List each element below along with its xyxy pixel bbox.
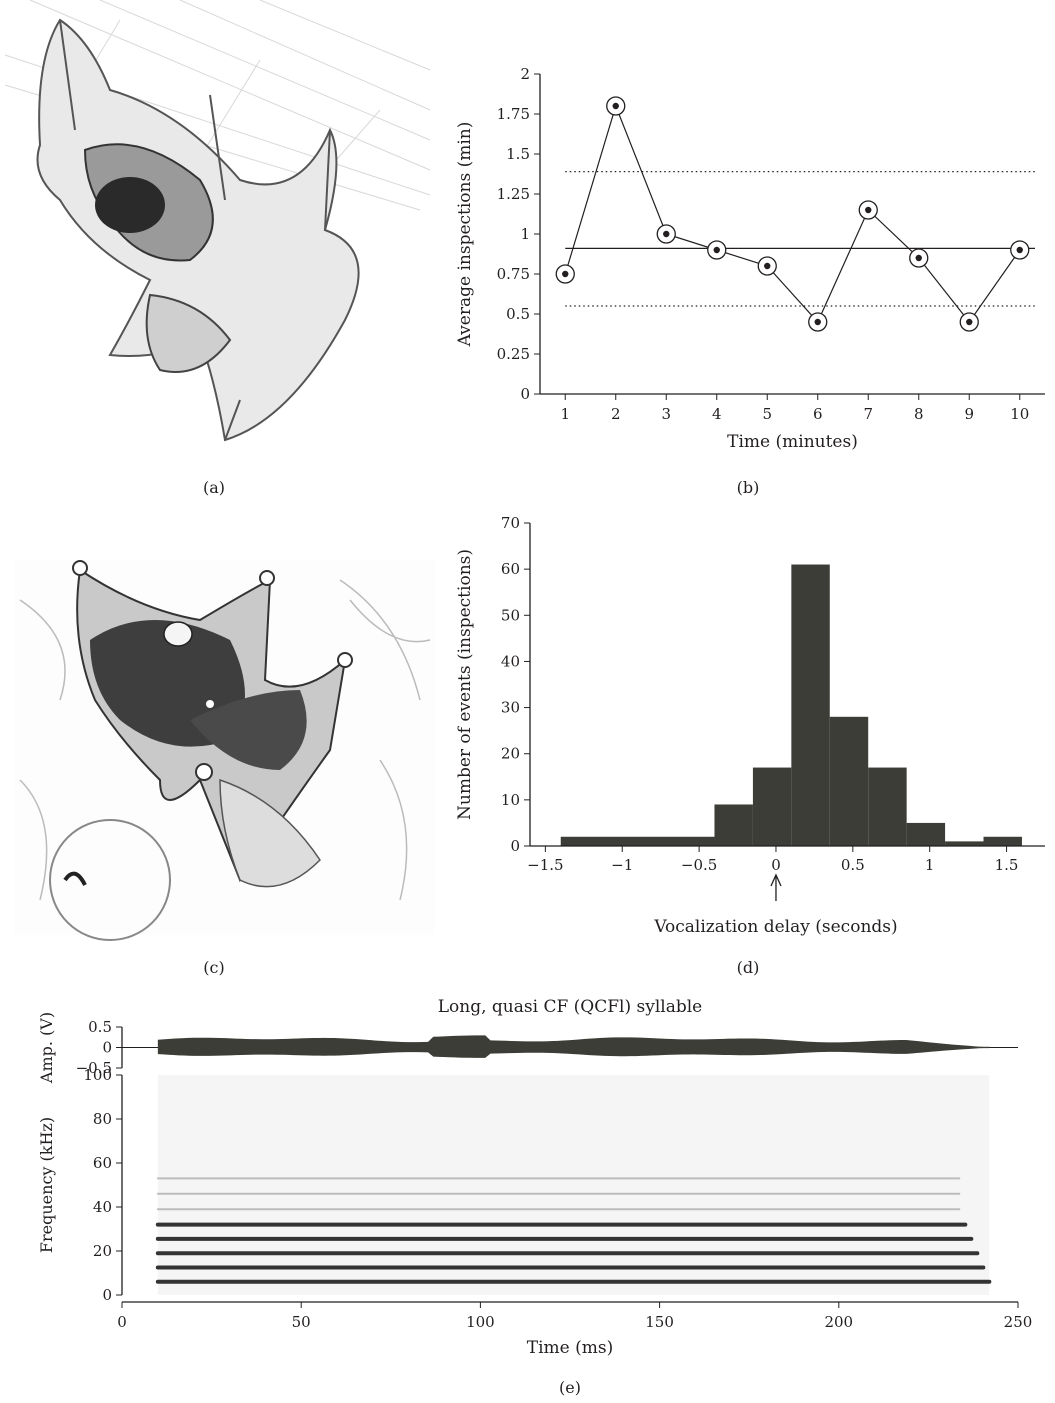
histogram-bar — [752, 767, 792, 846]
y-tick-label: 1.5 — [506, 145, 530, 163]
data-point — [713, 246, 720, 254]
freq-y-tick-label: 40 — [93, 1198, 112, 1216]
x-tick-label: 10 — [1010, 405, 1029, 423]
data-line — [564, 104, 1021, 324]
y-tick-label: 0.5 — [506, 305, 530, 323]
y-tick-label: 0.25 — [497, 345, 530, 363]
x-tick-label: 4 — [712, 405, 722, 423]
data-point — [764, 262, 771, 270]
x-tick-label: −1.5 — [527, 856, 563, 874]
spectrogram-background — [157, 1075, 990, 1295]
x-tick-label: 1.5 — [995, 856, 1019, 874]
y-axis-label: Average inspections (min) — [455, 122, 475, 348]
data-point — [612, 102, 619, 110]
x-tick-label: −0.5 — [681, 856, 717, 874]
chart-title: Long, quasi CF (QCFl) syllable — [438, 997, 702, 1017]
amplitude-waveform — [157, 1035, 990, 1058]
panel-label-b: (b) — [736, 478, 760, 497]
y-tick-label: 0.75 — [497, 265, 530, 283]
freq-y-tick-label: 0 — [102, 1286, 112, 1304]
time-x-tick-label: 50 — [292, 1313, 311, 1331]
x-tick-label: 0 — [771, 856, 781, 874]
y-tick-label: 40 — [501, 652, 520, 670]
syllable-spectrogram: Long, quasi CF (QCFl) syllable 0.5 0 −0.5 Am… — [37, 997, 1032, 1358]
x-tick-label: 1 — [925, 856, 935, 874]
data-point — [1016, 246, 1023, 254]
x-tick-label: 3 — [661, 405, 671, 423]
panel-label-d: (d) — [736, 958, 760, 977]
histogram-bar — [906, 822, 946, 846]
freq-y-tick-label: 20 — [93, 1242, 112, 1260]
amp-y-axis-label: Amp. (V) — [37, 1012, 56, 1084]
y-axis-label: Number of events (inspections) — [455, 549, 475, 820]
amp-y-tick-label: 0.5 — [88, 1018, 112, 1036]
time-x-tick-label: 200 — [824, 1313, 853, 1331]
freq-y-axis-label: Frequency (kHz) — [37, 1117, 56, 1253]
time-x-tick-label: 100 — [466, 1313, 495, 1331]
bat-illustration-a — [4, 0, 431, 442]
freq-y-tick-label: 60 — [93, 1154, 112, 1172]
y-tick-label: 0 — [510, 837, 520, 855]
y-tick-label: 1.75 — [497, 105, 530, 123]
zero-arrow-head — [770, 873, 782, 887]
amp-y-tick-label: 0 — [102, 1039, 112, 1057]
panel-label-e: (e) — [559, 1378, 581, 1397]
y-tick-label: 0 — [520, 385, 530, 403]
y-tick-label: 10 — [501, 791, 520, 809]
time-x-tick-label: 150 — [645, 1313, 674, 1331]
y-tick-label: 50 — [501, 606, 520, 624]
y-tick-label: 60 — [501, 560, 520, 578]
x-axis-label: Vocalization delay (seconds) — [653, 917, 897, 937]
y-tick-label: 1 — [520, 225, 530, 243]
histogram-bar — [945, 841, 984, 846]
freq-y-tick-label: 80 — [93, 1110, 112, 1128]
histogram-bar — [791, 564, 830, 846]
y-tick-label: 70 — [501, 514, 520, 532]
time-x-tick-label: 250 — [1004, 1313, 1033, 1331]
data-point — [663, 230, 670, 238]
x-axis-label: Time (minutes) — [727, 432, 858, 452]
histogram-bar — [560, 836, 715, 846]
inspections-line-chart: 0 0.25 0.5 0.75 1 1.25 1.5 1.75 2 1 2 3 4 5 6 7 8 9 10 Time… — [455, 65, 1045, 452]
x-tick-label: 7 — [863, 405, 873, 423]
data-point — [562, 270, 569, 278]
x-axis-label: Time (ms) — [527, 1338, 613, 1358]
histogram-bar — [868, 767, 907, 846]
time-x-tick-label: 0 — [117, 1313, 127, 1331]
x-tick-label: 9 — [964, 405, 974, 423]
data-point — [814, 318, 821, 326]
y-tick-label: 20 — [501, 745, 520, 763]
freq-y-tick-label: 100 — [83, 1066, 112, 1084]
x-tick-label: 8 — [914, 405, 924, 423]
amp-y-tick-label: −0.5 — [76, 1059, 112, 1077]
y-tick-label: 1.25 — [497, 185, 530, 203]
data-point — [915, 254, 922, 262]
x-tick-label: 5 — [762, 405, 772, 423]
x-tick-label: −1 — [611, 856, 633, 874]
x-tick-label: 1 — [560, 405, 570, 423]
x-tick-label: 2 — [611, 405, 621, 423]
histogram-bar — [714, 804, 753, 846]
histogram-bar — [983, 836, 1022, 846]
vocalization-delay-histogram: 0 10 20 30 40 50 60 70 −1.5 −1 −0.5 0 0.5 1 1.5 Vocaliz… — [455, 514, 1045, 937]
panel-label-a: (a) — [202, 478, 226, 497]
y-tick-label: 2 — [520, 65, 530, 83]
histogram-bar — [829, 716, 869, 846]
bat-illustration-c — [15, 560, 435, 941]
y-tick-label: 30 — [501, 699, 520, 717]
x-tick-label: 6 — [813, 405, 823, 423]
x-tick-label: 0.5 — [841, 856, 865, 874]
panel-label-c: (c) — [203, 958, 225, 977]
data-point — [865, 206, 872, 214]
data-point — [966, 318, 973, 326]
